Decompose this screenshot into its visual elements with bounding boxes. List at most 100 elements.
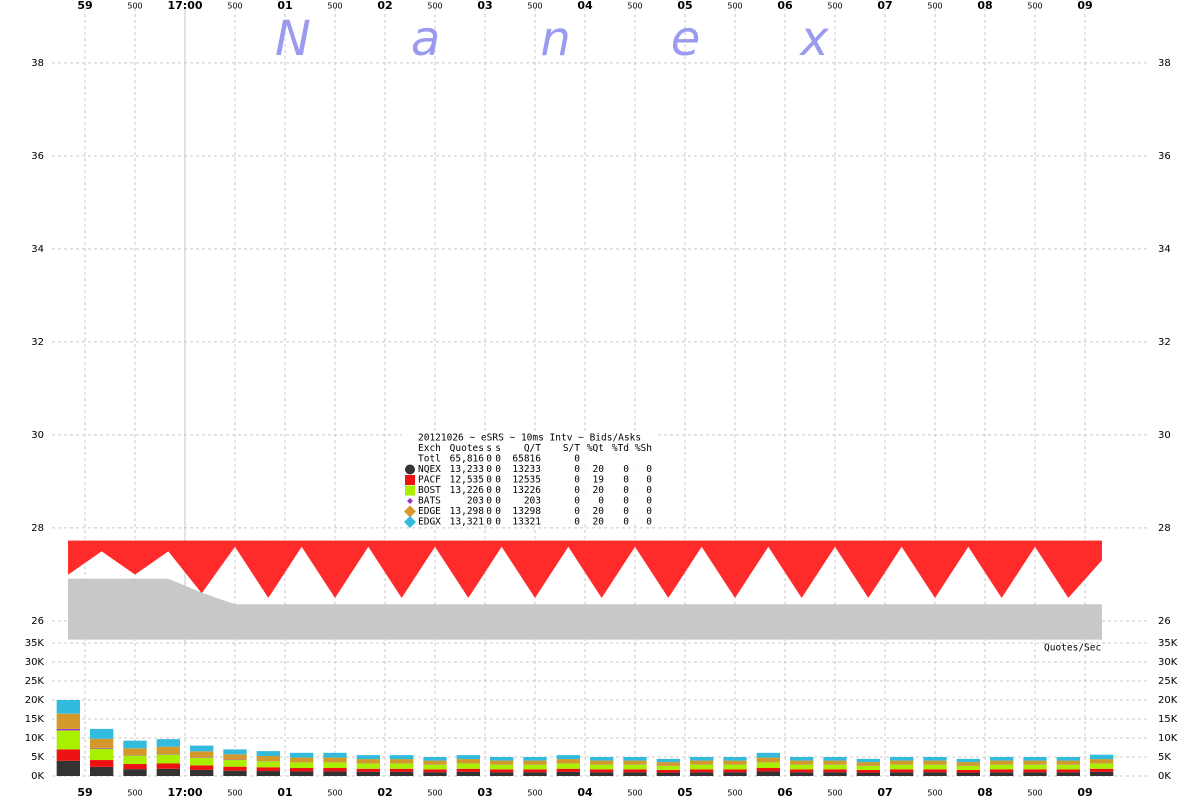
y-tick-label-right: 10K <box>1158 733 1178 744</box>
legend-cell: 13,233 <box>450 464 484 475</box>
y-tick-label: 26 <box>31 616 44 627</box>
quote-rate-bar <box>356 755 380 760</box>
legend-cell: 0 <box>495 485 501 496</box>
legend-cell: 0 <box>623 475 629 486</box>
quote-rate-bar <box>556 768 580 772</box>
quote-rate-bar <box>90 760 114 767</box>
label-layer: 26 26 28 28 30 30 32 32 34 34 36 36 38 38 59 500 17:00 50… <box>25 0 1178 799</box>
x-tick-label: 01 <box>277 0 292 12</box>
quote-rate-bar <box>323 757 347 763</box>
quote-rate-bar <box>956 772 980 776</box>
legend-cell: 65,816 <box>450 454 485 465</box>
y-tick-label-right: 5K <box>1158 752 1171 763</box>
legend-marker <box>405 485 415 496</box>
quote-rate-bar <box>890 760 914 765</box>
quote-rate-bar <box>890 757 914 761</box>
y-tick-label: 10K <box>25 733 45 744</box>
legend-cell: 0 <box>646 506 652 517</box>
quote-rate-bar <box>890 772 914 776</box>
x-tick-label: 59 <box>77 0 92 12</box>
legend-cell: 203 <box>524 496 541 507</box>
quote-rate-bar <box>456 755 480 760</box>
quote-rate-bar <box>923 760 947 765</box>
quote-rate-bar <box>623 772 647 776</box>
legend-header: %Td <box>612 443 629 454</box>
y-tick-label-right: 20K <box>1158 695 1178 706</box>
x-tick-label: 17:00 <box>167 786 202 799</box>
quote-rate-bar <box>656 762 680 766</box>
quote-rate-bar <box>156 754 180 764</box>
y-tick-label: 28 <box>31 523 44 534</box>
quote-rate-bar <box>890 764 914 770</box>
quote-rate-bar <box>656 772 680 776</box>
quote-rate-bar <box>823 764 847 770</box>
quote-rate-bar <box>90 738 114 748</box>
quote-rate-bar <box>523 769 547 773</box>
legend-cell: 13,321 <box>450 517 485 528</box>
quote-rate-bar <box>190 751 214 758</box>
quote-rate-bar <box>656 769 680 773</box>
legend-cell: 0 <box>486 454 492 465</box>
quote-rate-bar <box>256 761 280 768</box>
legend-cell: 0 <box>495 454 501 465</box>
x-tick-label: 07 <box>877 786 892 799</box>
y-tick-label-right: 35K <box>1158 638 1178 649</box>
x-tick-label: 02 <box>377 786 392 799</box>
quote-rate-bar <box>390 763 414 769</box>
quote-rate-bar <box>290 762 314 769</box>
legend-cell: 13233 <box>512 464 541 475</box>
quote-rate-bar <box>323 768 347 772</box>
x-tick-label: 500 <box>227 2 242 11</box>
legend-header: Exch <box>418 443 441 454</box>
legend-marker <box>404 516 416 528</box>
legend-cell: 0 <box>574 485 580 496</box>
quote-rate-bar <box>690 772 714 776</box>
legend-cell: 12535 <box>512 475 541 486</box>
quote-rate-bar <box>690 769 714 773</box>
x-tick-label: 500 <box>527 789 542 798</box>
legend-cell: 0 <box>646 475 652 486</box>
legend-cell: 0 <box>623 485 629 496</box>
quote-rate-bar <box>723 757 747 761</box>
quote-rate-bar <box>190 745 214 752</box>
quote-rate-bar <box>56 749 80 761</box>
x-tick-label: 04 <box>577 0 593 12</box>
y-tick-label-right: 26 <box>1158 616 1171 627</box>
quote-rate-bar <box>123 755 147 765</box>
quote-rate-bar <box>390 759 414 764</box>
x-tick-label: 05 <box>677 786 692 799</box>
legend-cell: 0 <box>623 496 629 507</box>
quote-rate-bar <box>190 765 214 770</box>
quote-rate-bar <box>623 760 647 765</box>
legend-cell: 0 <box>495 506 501 517</box>
quote-rate-bar <box>123 769 147 776</box>
legend-cell: Totl <box>418 454 441 465</box>
quote-rate-bar <box>1056 772 1080 776</box>
quote-rate-bar <box>490 769 514 773</box>
quote-rate-bar <box>823 769 847 773</box>
y-tick-label: 34 <box>31 244 44 255</box>
x-tick-label: 500 <box>627 789 642 798</box>
legend-cell: BATS <box>418 496 441 507</box>
quote-rate-bar <box>123 740 147 749</box>
quote-rate-bar <box>190 757 214 766</box>
y-tick-label: 15K <box>25 714 45 725</box>
quote-rate-bar <box>623 764 647 770</box>
legend-cell: 0 <box>486 517 492 528</box>
x-tick-label: 01 <box>277 786 292 799</box>
legend-cell: 13298 <box>512 506 541 517</box>
y-tick-label: 35K <box>25 638 45 649</box>
y-tick-label: 32 <box>31 337 44 348</box>
x-tick-label: 07 <box>877 0 892 12</box>
legend-cell: 0 <box>646 496 652 507</box>
x-tick-label: 500 <box>427 789 442 798</box>
x-tick-label: 500 <box>927 789 942 798</box>
legend-cell: 20 <box>593 517 605 528</box>
y-tick-label: 25K <box>25 676 45 687</box>
x-tick-label: 08 <box>977 0 992 12</box>
quote-rate-bar <box>1090 763 1114 769</box>
legend-background <box>402 432 656 524</box>
quote-rate-bar <box>123 748 147 756</box>
legend-header: Q/T <box>524 443 541 454</box>
x-tick-label: 500 <box>127 2 142 11</box>
